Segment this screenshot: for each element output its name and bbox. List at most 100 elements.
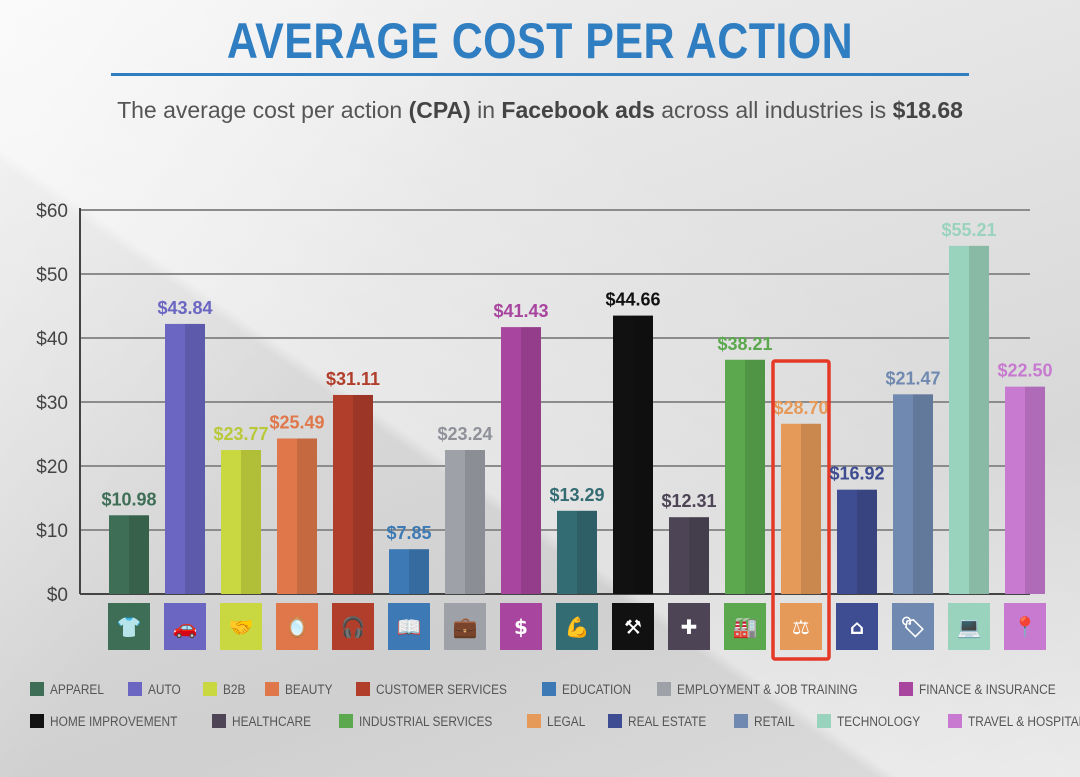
legend-label: B2B xyxy=(222,681,246,697)
y-tick-label: $20 xyxy=(36,457,68,478)
legend-row: HOME IMPROVEMENT HEALTHCARE INDUSTRIAL SER… xyxy=(30,710,1080,732)
bar-healthcare xyxy=(669,517,689,594)
bar-shade xyxy=(129,515,149,594)
legend-item: EMPLOYMENT & JOB TRAINING xyxy=(657,682,882,697)
mirror-icon: 🪞 xyxy=(285,615,310,639)
legend-swatch xyxy=(607,714,622,728)
page-title: AVERAGE COST PER ACTION xyxy=(226,13,854,69)
y-tick-label: $10 xyxy=(36,521,68,542)
icon-tile xyxy=(556,603,598,650)
bar-employment-job-training xyxy=(445,450,465,594)
legend-swatch xyxy=(948,714,963,728)
legend-label: AUTO xyxy=(148,681,182,697)
legend-item: EDUCATION xyxy=(541,681,641,697)
car-icon: 🚗 xyxy=(173,615,198,639)
bar-shade xyxy=(1025,386,1045,594)
value-label: $22.50 xyxy=(997,361,1052,381)
tools-icon: ⚒ xyxy=(624,615,642,639)
icon-tile xyxy=(724,603,766,650)
legend-swatch xyxy=(541,682,556,696)
legend-label: RETAIL xyxy=(753,713,795,729)
legend-label: FINANCE & INSURANCE xyxy=(919,681,1057,697)
bar-shade xyxy=(745,359,765,594)
money-bag-icon: $ xyxy=(514,615,528,639)
legend-label: REAL ESTATE xyxy=(627,713,706,729)
bar-industrial-services xyxy=(725,359,745,594)
subtitle-cpa: (CPA) xyxy=(408,97,471,123)
legend-row: APPAREL AUTO B2B BEAUTY CUSTOMER SERVICES EDU… xyxy=(30,678,1060,700)
subtitle-text-1: The average cost per action xyxy=(117,97,409,123)
price-tag-icon: 🏷 xyxy=(900,615,925,639)
legend-label: INDUSTRIAL SERVICES xyxy=(358,713,492,729)
bar-apparel xyxy=(109,515,129,594)
legend-label: TRAVEL & HOSPITALITY xyxy=(968,713,1080,729)
icon-tile xyxy=(612,603,654,650)
legend-swatch xyxy=(733,714,748,728)
muscle-arm-icon: 💪 xyxy=(565,615,590,639)
value-label: $28.70 xyxy=(773,398,828,418)
icon-tile xyxy=(948,603,990,650)
bar-finance-insurance xyxy=(501,327,521,594)
legend-label: APPAREL xyxy=(50,681,104,697)
bar-chart: $0 $10 $20 $30 $40 $50 $60 $10.98 👕 $43.84 🚗 $23.77… xyxy=(36,201,1053,661)
legend-swatch xyxy=(211,714,226,728)
bar-technology xyxy=(949,245,969,594)
bar-shade xyxy=(913,394,933,594)
legend-item: CUSTOMER SERVICES xyxy=(356,682,525,697)
bar-shade xyxy=(185,323,205,594)
bar-retail xyxy=(893,394,913,594)
legend-label: HEALTHCARE xyxy=(231,713,311,729)
legend-item: FINANCE & INSURANCE xyxy=(899,682,1074,697)
legend-swatch xyxy=(356,682,371,696)
legend-item: LEGAL xyxy=(527,714,591,729)
value-label: $25.49 xyxy=(269,412,324,432)
briefcase-icon: 💼 xyxy=(453,615,478,639)
legend-item: B2B xyxy=(202,681,249,697)
bar-shade xyxy=(801,423,821,594)
bar-travel-hospitality xyxy=(1005,386,1025,594)
bar-shade xyxy=(633,315,653,594)
factory-icon: 🏭 xyxy=(733,615,758,639)
legend-swatch xyxy=(657,682,672,696)
bar-shade xyxy=(969,245,989,594)
bar-customer-services xyxy=(333,394,353,594)
bar-shade xyxy=(409,549,429,594)
legend-item: HOME IMPROVEMENT xyxy=(30,714,195,729)
legend-swatch xyxy=(338,714,353,728)
legend-swatch xyxy=(816,714,831,728)
legend-label: TECHNOLOGY xyxy=(836,713,921,729)
icon-tile xyxy=(892,603,934,650)
value-label: $7.85 xyxy=(386,523,431,543)
y-tick-label: $30 xyxy=(36,393,68,414)
subtitle: The average cost per action (CPA) in Fac… xyxy=(0,97,1080,124)
legend-label: EDUCATION xyxy=(561,681,631,697)
subtitle-text-3: across all industries is xyxy=(654,97,893,123)
value-label: $13.29 xyxy=(549,485,604,505)
gavel-icon: ⚖ xyxy=(792,615,810,639)
subtitle-average-value: $18.68 xyxy=(892,97,963,123)
legend-swatch xyxy=(30,682,44,696)
y-tick-label: $50 xyxy=(36,265,68,286)
value-label: $23.24 xyxy=(437,424,492,444)
y-tick-label: $40 xyxy=(36,329,68,350)
value-label: $38.21 xyxy=(717,334,772,354)
value-label: $31.11 xyxy=(326,369,380,389)
icon-tile xyxy=(836,603,878,650)
legend-item: BEAUTY xyxy=(265,682,339,697)
bar-shade xyxy=(521,327,541,594)
icon-tile xyxy=(500,603,542,650)
legend-swatch xyxy=(202,682,217,696)
bar-shade xyxy=(689,517,709,594)
value-label: $43.84 xyxy=(157,298,212,318)
bar-shade xyxy=(297,438,317,594)
icon-tile xyxy=(668,603,710,650)
value-label: $16.92 xyxy=(829,464,884,484)
y-tick-label: $60 xyxy=(36,201,68,222)
legend-item: TECHNOLOGY xyxy=(816,713,932,729)
handshake-icon: 🤝 xyxy=(229,615,254,639)
legend-item: INDUSTRIAL SERVICES xyxy=(338,713,511,729)
legend-swatch xyxy=(128,682,143,696)
icon-tile xyxy=(220,603,262,650)
book-icon: 📖 xyxy=(397,615,422,639)
